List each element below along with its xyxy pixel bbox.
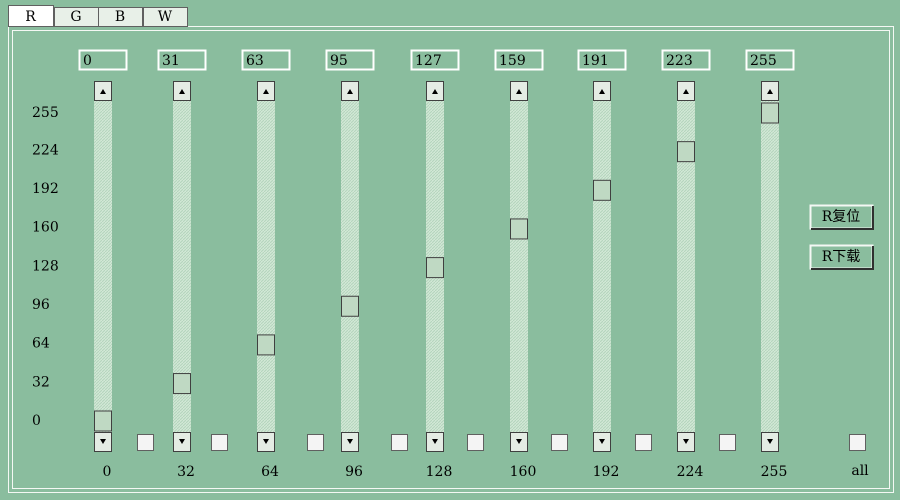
- up-arrow-icon: [347, 89, 353, 94]
- value-input[interactable]: [157, 49, 207, 71]
- value-input[interactable]: [410, 49, 460, 71]
- slider-thumb[interactable]: [257, 334, 275, 356]
- scale-label: 96: [32, 297, 50, 313]
- up-arrow-icon: [432, 89, 438, 94]
- button-label: R下载: [822, 249, 861, 265]
- slider-thumb[interactable]: [761, 102, 779, 124]
- scale-label: 160: [32, 220, 59, 236]
- up-arrow-icon: [516, 89, 522, 94]
- down-arrow-icon: [767, 439, 773, 444]
- bottom-label: 160: [510, 464, 537, 480]
- up-arrow-icon: [767, 89, 773, 94]
- bottom-label: 192: [593, 464, 620, 480]
- tab[interactable]: [98, 7, 143, 27]
- slider-track[interactable]: [173, 101, 191, 432]
- value-input[interactable]: [78, 49, 128, 71]
- slider-track[interactable]: [677, 101, 695, 432]
- bottom-label: 64: [261, 464, 279, 480]
- tab-label: R: [25, 9, 36, 25]
- value-input-text: 127: [415, 53, 442, 69]
- slider-track[interactable]: [257, 101, 275, 432]
- value-input[interactable]: [745, 49, 795, 71]
- checkbox[interactable]: [635, 434, 652, 451]
- slider-track[interactable]: [94, 101, 112, 432]
- slider-thumb[interactable]: [510, 218, 528, 240]
- value-input-text: 0: [83, 53, 92, 69]
- slider-thumb[interactable]: [593, 179, 611, 201]
- value-input-text: 95: [330, 53, 348, 69]
- scale-label: 64: [32, 336, 50, 352]
- tab-label: W: [158, 9, 173, 25]
- down-arrow-icon: [100, 439, 106, 444]
- tab[interactable]: [143, 7, 188, 27]
- value-input[interactable]: [577, 49, 627, 71]
- checkbox[interactable]: [849, 434, 866, 451]
- tab-label: B: [115, 9, 125, 25]
- value-input-text: 31: [162, 53, 180, 69]
- bottom-label: 224: [677, 464, 704, 480]
- tab[interactable]: [8, 5, 54, 27]
- up-arrow-icon: [100, 89, 106, 94]
- tab-label: G: [70, 9, 81, 25]
- panel-border: [8, 26, 894, 493]
- value-input-text: 255: [750, 53, 777, 69]
- scale-label: 255: [32, 105, 59, 121]
- slider-thumb[interactable]: [426, 257, 444, 279]
- checkbox-label: all: [851, 463, 869, 479]
- value-input[interactable]: [241, 49, 291, 71]
- scale-label: 128: [32, 258, 59, 274]
- bottom-label: 32: [177, 464, 195, 480]
- down-arrow-icon: [599, 439, 605, 444]
- down-arrow-icon: [347, 439, 353, 444]
- checkbox[interactable]: [467, 434, 484, 451]
- value-input-text: 63: [246, 53, 264, 69]
- scale-label: 192: [32, 181, 59, 197]
- slider-track[interactable]: [510, 101, 528, 432]
- value-input[interactable]: [494, 49, 544, 71]
- checkbox[interactable]: [211, 434, 228, 451]
- slider-thumb[interactable]: [173, 373, 191, 395]
- scale-label: 224: [32, 142, 59, 158]
- up-arrow-icon: [599, 89, 605, 94]
- bottom-label: 96: [345, 464, 363, 480]
- down-arrow-icon: [516, 439, 522, 444]
- slider-thumb[interactable]: [677, 141, 695, 163]
- down-arrow-icon: [179, 439, 185, 444]
- slider-thumb[interactable]: [94, 410, 112, 432]
- down-arrow-icon: [432, 439, 438, 444]
- checkbox[interactable]: [307, 434, 324, 451]
- button-label: R复位: [822, 208, 861, 225]
- up-arrow-icon: [683, 89, 689, 94]
- scale-label: 32: [32, 374, 50, 390]
- up-arrow-icon: [263, 89, 269, 94]
- checkbox[interactable]: [137, 434, 154, 451]
- scale-label: 0: [32, 413, 41, 429]
- value-input[interactable]: [325, 49, 375, 71]
- value-input[interactable]: [661, 49, 711, 71]
- value-input-text: 191: [582, 53, 609, 69]
- checkbox[interactable]: [551, 434, 568, 451]
- checkbox[interactable]: [391, 434, 408, 451]
- slider-thumb[interactable]: [341, 295, 359, 317]
- panel-inner-border: [12, 30, 890, 489]
- bottom-label: 0: [103, 464, 112, 480]
- value-input-text: 159: [499, 53, 526, 69]
- button-shadow: [811, 206, 874, 230]
- bottom-label: 128: [426, 464, 453, 480]
- checkbox[interactable]: [719, 434, 736, 451]
- bottom-label: 255: [761, 464, 788, 480]
- up-arrow-icon: [179, 89, 185, 94]
- slider-track[interactable]: [593, 101, 611, 432]
- down-arrow-icon: [683, 439, 689, 444]
- slider-track[interactable]: [341, 101, 359, 432]
- value-input-text: 223: [666, 53, 693, 69]
- slider-track[interactable]: [761, 101, 779, 432]
- down-arrow-icon: [263, 439, 269, 444]
- button-shadow: [811, 246, 874, 270]
